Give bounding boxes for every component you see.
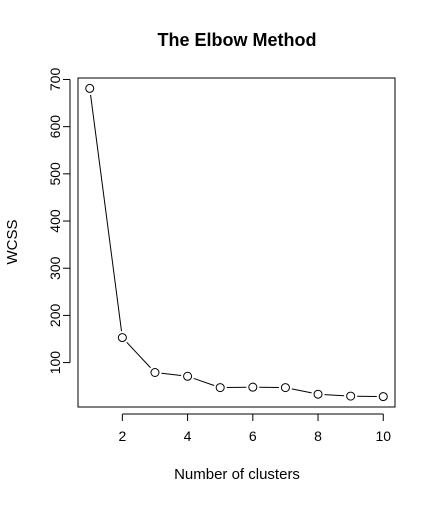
y-tick-label: 100 — [47, 351, 63, 375]
y-tick-label: 400 — [47, 209, 63, 233]
x-axis-label: Number of clusters — [174, 466, 300, 483]
data-point — [183, 371, 193, 381]
x-tick-label: 8 — [314, 428, 322, 444]
data-point — [378, 392, 388, 402]
plot-frame — [77, 77, 396, 408]
x-tick-label: 10 — [375, 428, 391, 444]
data-series — [85, 83, 388, 402]
y-tick-label: 500 — [47, 162, 63, 186]
y-tick-label: 600 — [47, 115, 63, 139]
series-segment — [193, 377, 215, 386]
series-segment — [324, 394, 345, 397]
data-point — [117, 333, 127, 343]
data-point — [280, 383, 290, 393]
x-axis: 2 4 6 8 10 — [118, 413, 391, 444]
data-point — [346, 391, 356, 401]
series-segment — [161, 372, 182, 377]
data-point — [215, 383, 225, 393]
x-tick-label: 2 — [118, 428, 126, 444]
data-point — [150, 368, 160, 378]
series-segment — [291, 388, 312, 394]
data-point — [313, 389, 323, 399]
y-tick-label: 300 — [47, 256, 63, 280]
y-tick-label: 700 — [47, 68, 63, 92]
series-segment — [126, 341, 151, 369]
data-point — [85, 83, 95, 93]
chart-title: The Elbow Method — [158, 30, 317, 50]
x-tick-label: 6 — [249, 428, 257, 444]
y-axis: 100 200 300 400 500 600 700 — [47, 68, 71, 375]
x-tick-label: 4 — [184, 428, 192, 444]
data-point — [248, 382, 258, 392]
series-segment — [90, 94, 123, 332]
y-tick-label: 200 — [47, 304, 63, 328]
y-axis-label: WCSS — [4, 220, 21, 265]
